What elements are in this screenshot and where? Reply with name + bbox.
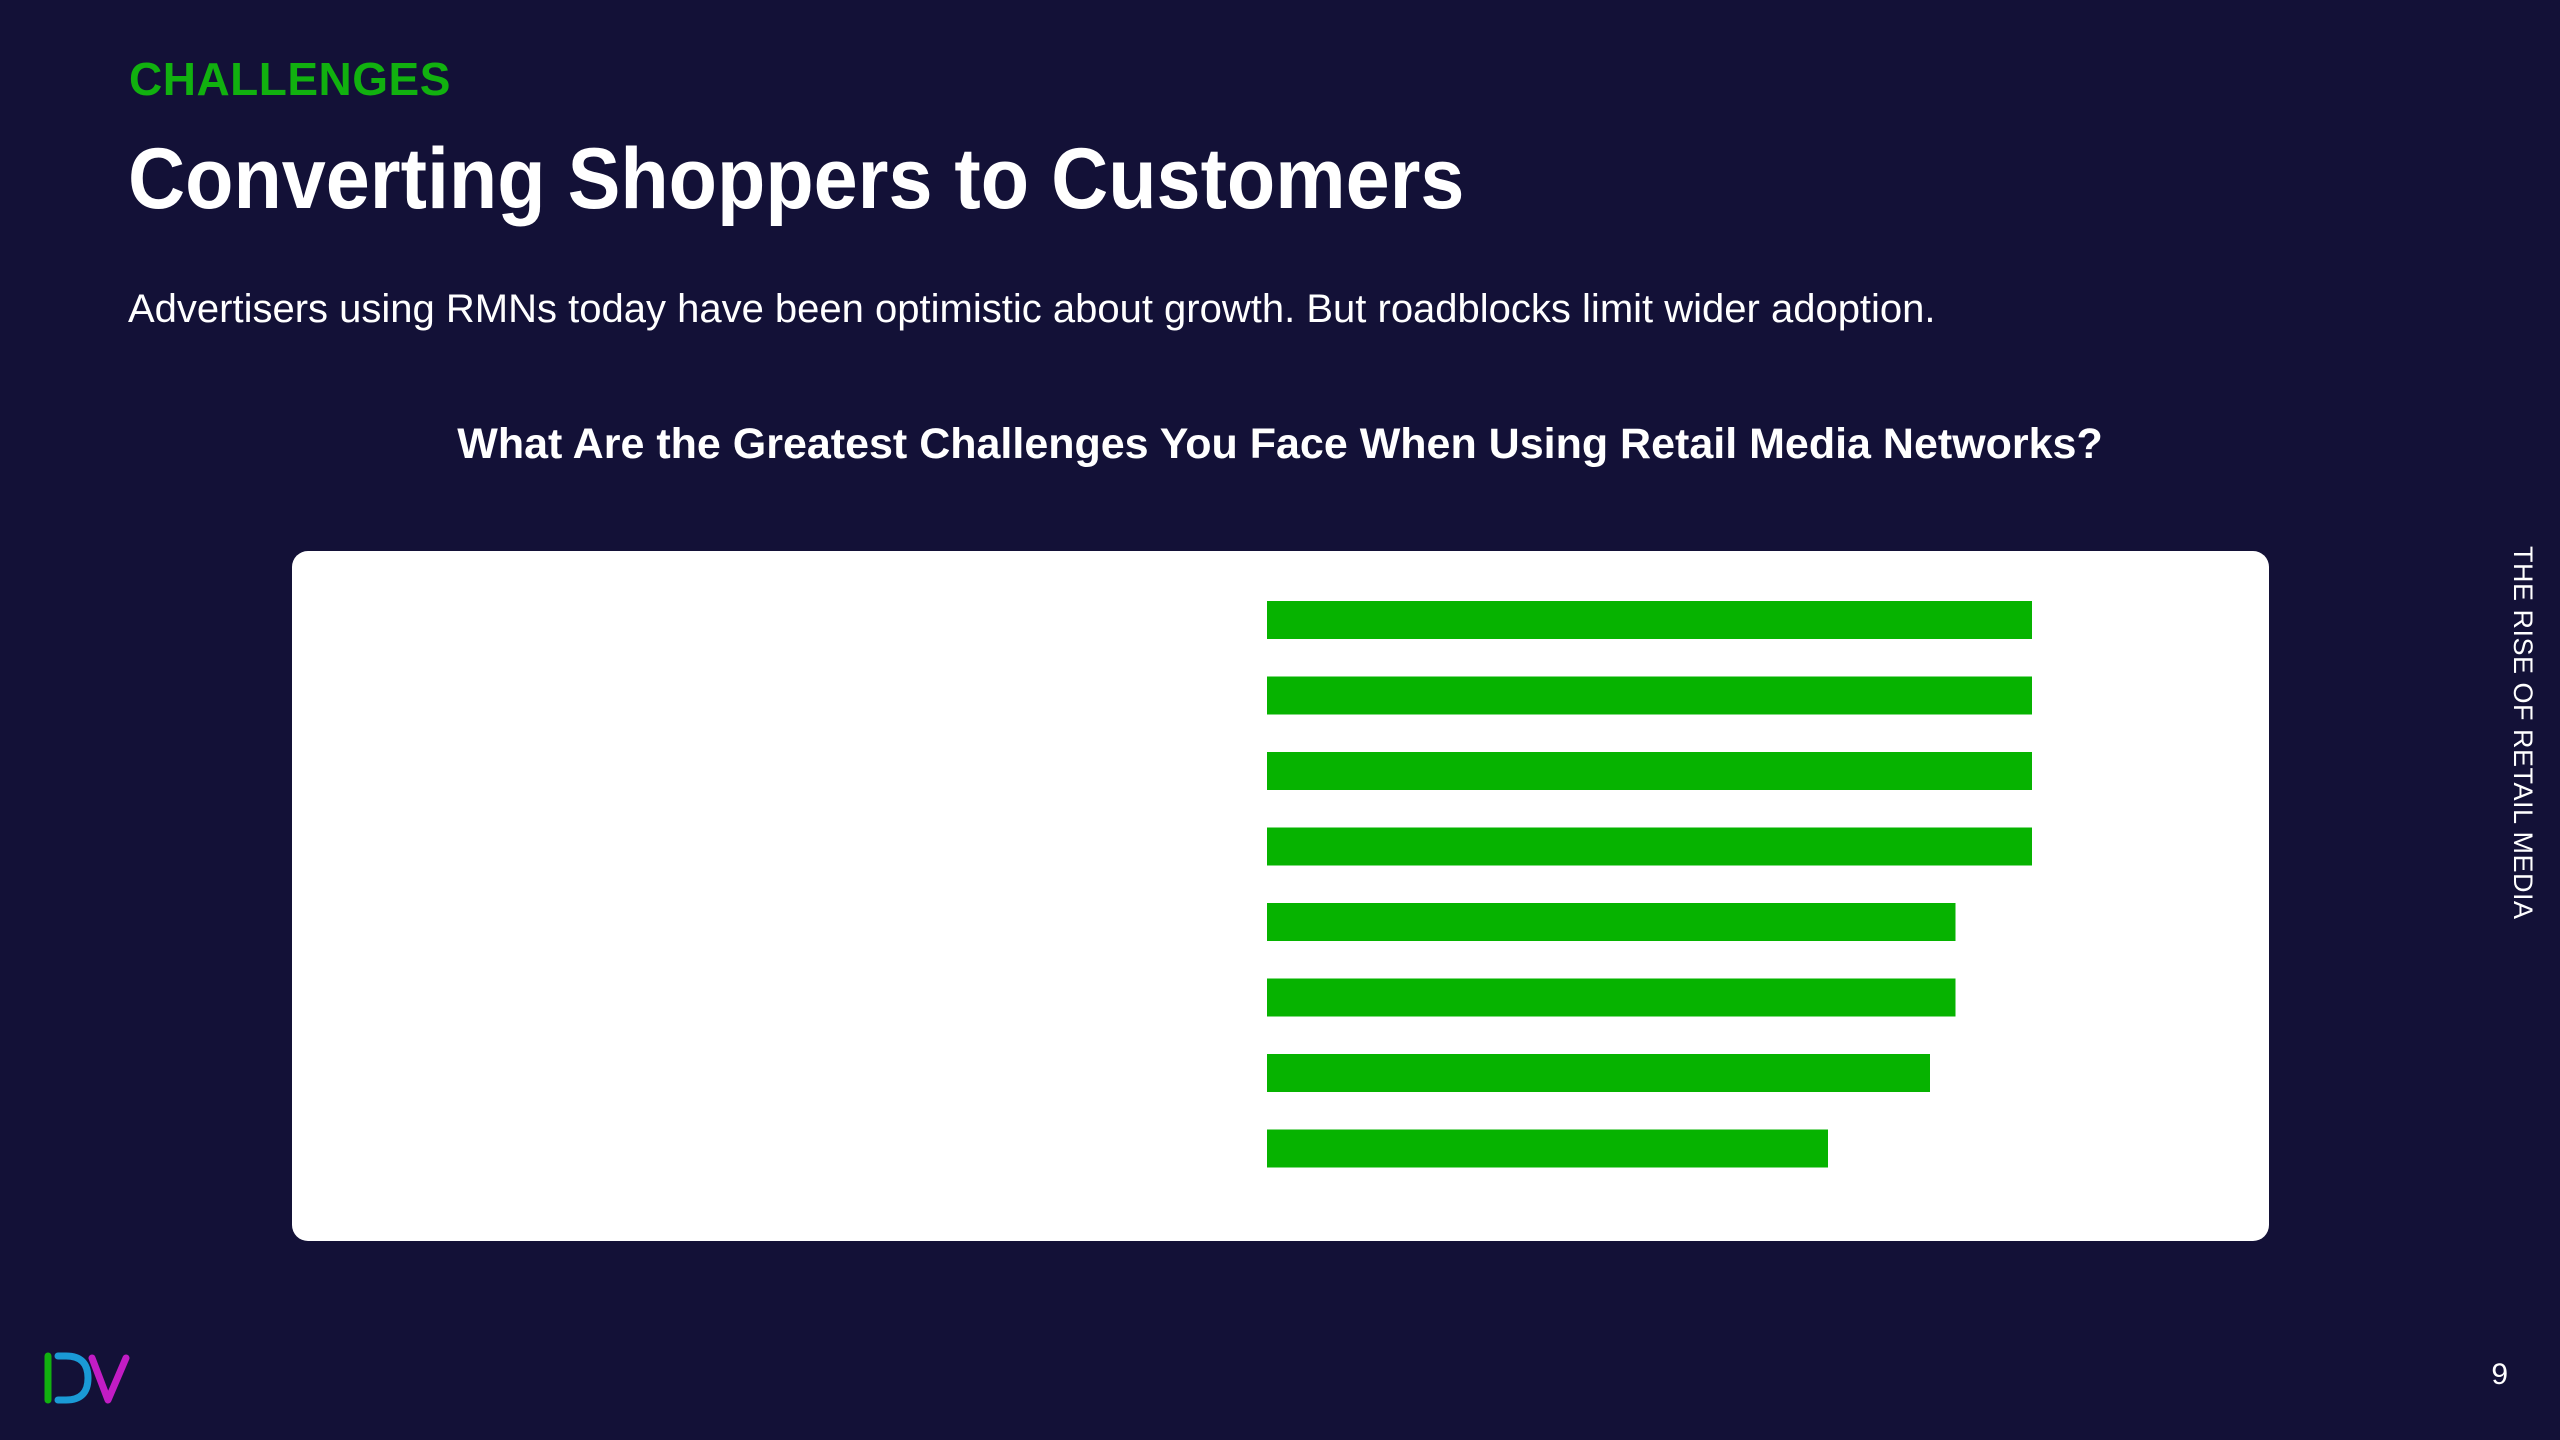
page-title: Converting Shoppers to Customers	[128, 131, 1465, 227]
chart-title: What Are the Greatest Challenges You Fac…	[457, 420, 2103, 468]
bar-1	[1267, 601, 2032, 639]
section-eyebrow: CHALLENGES	[129, 53, 451, 105]
bar-chart	[1267, 601, 2032, 1168]
page-subtitle: Advertisers using RMNs today have been o…	[128, 287, 1936, 331]
bar-8	[1267, 1129, 1828, 1168]
chart-card	[292, 551, 2269, 1241]
page-number: 9	[2491, 1358, 2508, 1391]
dv-logo-icon	[44, 1352, 134, 1408]
bar-5	[1267, 903, 1956, 941]
bar-3	[1267, 752, 2032, 790]
bar-2	[1267, 676, 2032, 715]
side-label: THE RISE OF RETAIL MEDIA	[2508, 546, 2538, 920]
bar-7	[1267, 1054, 1930, 1092]
bar-4	[1267, 827, 2032, 866]
bar-6	[1267, 978, 1956, 1017]
